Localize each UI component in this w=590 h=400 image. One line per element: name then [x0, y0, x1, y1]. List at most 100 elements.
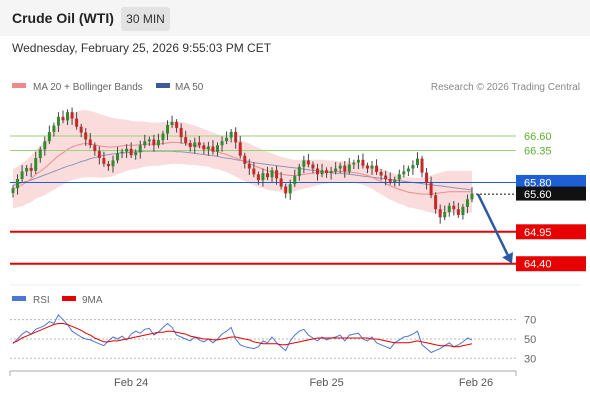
candle-body	[220, 141, 224, 146]
candle-body	[161, 133, 165, 141]
candle	[365, 162, 369, 174]
candle	[25, 165, 29, 177]
candle	[270, 167, 274, 182]
candle-body	[34, 158, 38, 171]
candle	[379, 169, 383, 181]
candle	[338, 162, 342, 174]
candle	[347, 158, 351, 175]
candle	[329, 166, 333, 180]
support-label-64-40: 64.40	[524, 259, 552, 271]
x-tick-feb-26: Feb 26	[459, 377, 493, 389]
candle	[34, 151, 38, 174]
candle	[116, 147, 120, 164]
candlestick-series	[11, 107, 474, 224]
candle-body	[270, 170, 274, 178]
rsi-ma-line	[12, 323, 473, 348]
candle	[252, 162, 256, 178]
candle	[138, 140, 142, 159]
candle-body	[134, 152, 138, 156]
ma20-legend-swatch	[12, 83, 26, 88]
rsi-tick-50: 50	[524, 334, 536, 346]
candle	[93, 142, 97, 156]
candle-body	[415, 158, 419, 166]
forecast-arrow	[476, 193, 509, 256]
candle	[352, 159, 356, 170]
candle-body	[252, 168, 256, 175]
x-tick-feb-25: Feb 25	[309, 377, 343, 389]
candle-body	[170, 122, 174, 125]
candle	[11, 185, 15, 198]
pivot-label: 65.80	[524, 177, 552, 189]
forecast-arrow-head	[502, 252, 513, 264]
candle-body	[438, 209, 442, 218]
candle	[147, 136, 151, 146]
candle	[275, 165, 279, 185]
candle	[152, 134, 156, 152]
ma50-legend-swatch	[156, 83, 170, 88]
candle-body	[197, 142, 201, 146]
candle	[434, 192, 438, 214]
candle	[179, 123, 183, 144]
candle	[243, 152, 247, 169]
candle	[447, 202, 451, 217]
candle	[297, 163, 301, 181]
candle-body	[188, 142, 192, 148]
candle	[197, 136, 201, 149]
candle	[47, 125, 51, 145]
candle-body	[284, 186, 288, 194]
candle-body	[338, 165, 342, 169]
candle	[161, 130, 165, 145]
candle	[156, 133, 160, 149]
candle	[97, 146, 101, 165]
candle	[420, 155, 424, 178]
candle	[75, 112, 79, 130]
candle-body	[334, 168, 338, 172]
candle	[202, 142, 206, 154]
candle	[384, 170, 388, 186]
pivot-label-box	[516, 174, 586, 190]
candle	[38, 146, 42, 163]
candle	[279, 172, 283, 190]
candle-body	[238, 142, 242, 156]
candle-body	[302, 160, 306, 167]
rsi-legend-swatch	[12, 296, 26, 301]
candle-body	[306, 160, 310, 165]
candle-body	[465, 199, 469, 207]
candle-body	[297, 166, 301, 177]
candle-body	[184, 137, 188, 143]
candle	[361, 153, 365, 169]
candle-body	[11, 188, 15, 193]
candle	[175, 119, 179, 133]
candle-body	[420, 158, 424, 173]
candle-body	[75, 118, 79, 127]
candle-body	[320, 170, 324, 175]
candle	[293, 169, 297, 188]
candle-body	[425, 172, 429, 184]
candle	[406, 165, 410, 177]
candle-body	[429, 183, 433, 196]
candle-body	[247, 163, 251, 169]
candle-body	[461, 206, 465, 215]
candle	[388, 172, 392, 185]
candle-body	[38, 149, 42, 159]
candle-body	[279, 178, 283, 187]
candle-body	[256, 174, 260, 181]
instrument-title: Crude Oil (WTI)	[12, 10, 114, 26]
candle-body	[93, 145, 97, 152]
candle-body	[29, 167, 33, 171]
candle-body	[179, 127, 183, 138]
candle	[193, 137, 197, 154]
candle	[111, 155, 115, 173]
candle-body	[447, 205, 451, 213]
timeframe-badge[interactable]: 30 MIN	[121, 7, 170, 31]
candle	[288, 179, 292, 200]
candle-body	[375, 165, 379, 172]
candle-body	[225, 137, 229, 142]
candle	[306, 154, 310, 168]
candle-body	[129, 148, 133, 156]
candle	[70, 107, 74, 125]
candle	[443, 205, 447, 221]
candle-body	[456, 209, 460, 215]
candle	[238, 136, 242, 159]
